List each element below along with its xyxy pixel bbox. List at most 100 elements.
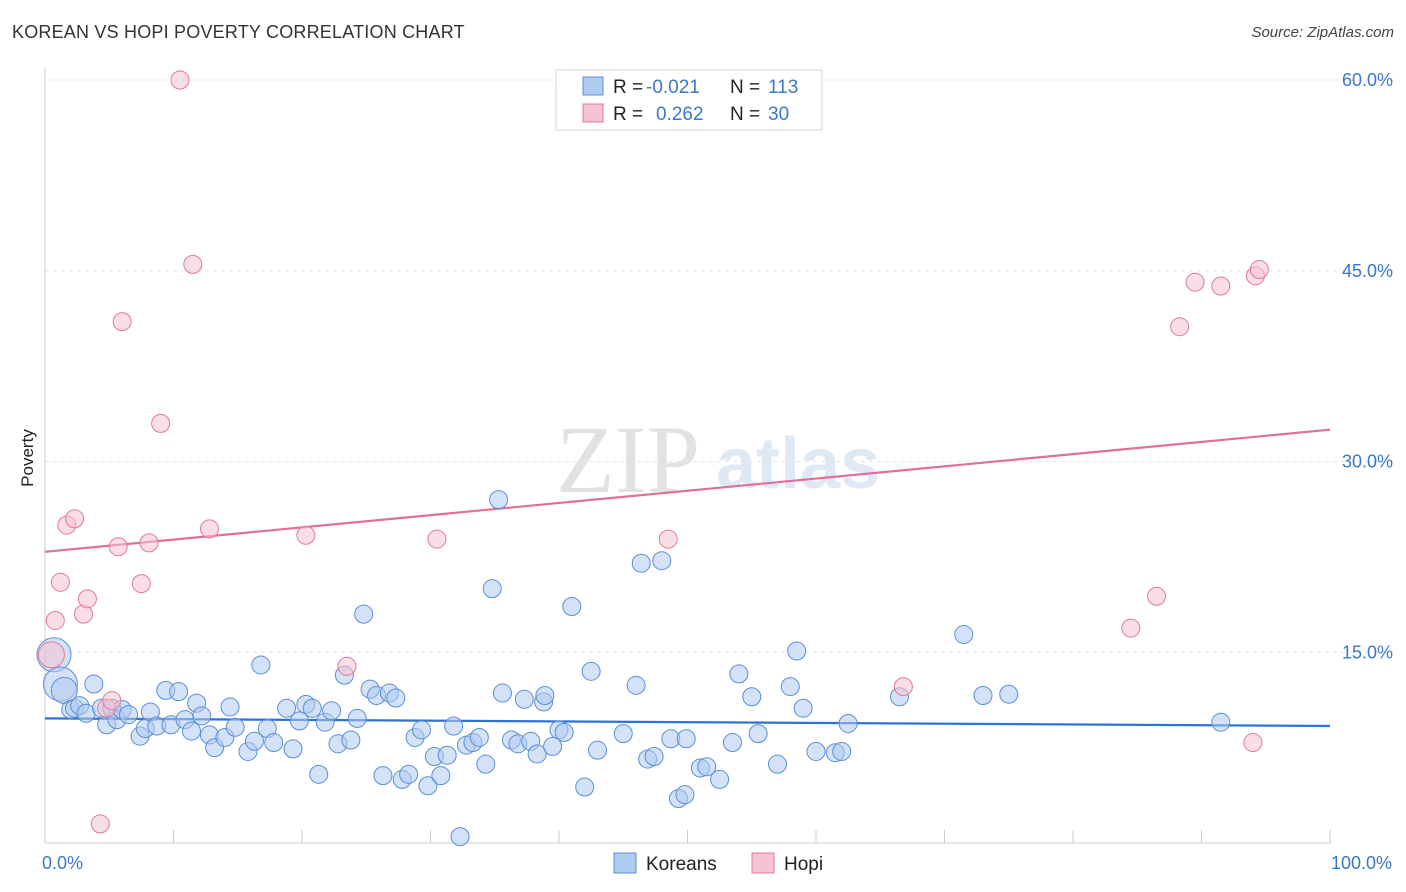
point-koreans [581,661,601,681]
legend-n-value-hopi: 30 [768,104,789,125]
point-hopi [102,691,122,711]
point-koreans [748,724,768,744]
y-tick-label: 30.0% [1342,452,1393,472]
point-koreans [289,711,309,731]
point-hopi [1211,276,1231,296]
point-koreans [492,683,512,703]
point-koreans [644,747,664,767]
legend-n-label-koreans: N = [730,77,760,98]
point-hopi [427,529,447,549]
point-koreans [780,677,800,697]
point-koreans [1211,712,1231,732]
point-koreans [543,736,563,756]
point-hopi [50,572,70,592]
point-koreans [787,641,807,661]
legend-bottom: Koreans Hopi [613,852,823,875]
point-koreans [119,705,139,725]
point-koreans [482,579,502,599]
point-koreans [838,713,858,733]
point-hopi [151,413,171,433]
point-koreans [575,777,595,797]
point-koreans [84,674,104,694]
point-koreans [322,701,342,721]
point-koreans [973,685,993,705]
legend-swatch-hopi [582,103,604,123]
y-tick-label: 45.0% [1342,261,1393,281]
point-koreans [431,766,451,786]
point-koreans [527,744,547,764]
point-hopi [1121,618,1141,638]
point-koreans [476,754,496,774]
point-hopi [658,529,678,549]
axes [44,68,1331,844]
point-koreans [535,685,555,705]
point-hopi [893,677,913,697]
x-tick-label: 0.0% [42,853,83,873]
point-koreans [225,717,245,737]
point-koreans [722,733,742,753]
point-koreans [169,682,189,702]
point-hopi [199,519,219,539]
point-hopi [183,254,203,274]
y-tick-label: 15.0% [1342,642,1393,662]
point-hopi [90,814,110,834]
point-koreans [373,766,393,786]
point-koreans [514,689,534,709]
point-hopi [65,509,85,529]
point-koreans [554,722,574,742]
point-koreans [347,708,367,728]
point-hopi [45,610,65,630]
point-koreans [302,698,322,718]
point-hopi [1170,317,1190,337]
point-koreans [181,721,201,741]
point-hopi [296,525,316,545]
point-koreans [742,687,762,707]
point-koreans [588,740,608,760]
point-koreans [264,733,284,753]
point-koreans [251,655,271,675]
point-koreans [767,754,787,774]
legend-bottom-label-koreans: Koreans [646,854,717,875]
point-koreans [954,624,974,644]
point-koreans [469,727,489,747]
point-hopi [1249,259,1269,279]
x-tick-label: 100.0% [1331,853,1392,873]
y-tick-label: 60.0% [1342,70,1393,90]
watermark: ZIP atlas [556,406,880,513]
point-koreans [631,553,651,573]
legend-n-value-koreans: 113 [768,77,798,98]
legend-r-label-hopi: R = [613,104,643,125]
point-koreans [675,785,695,805]
point-hopi [131,574,151,594]
point-koreans [220,697,240,717]
point-koreans [832,741,852,761]
point-koreans [341,730,361,750]
legend-swatch-koreans [582,76,604,96]
point-koreans [244,731,264,751]
trend-line-koreans [44,717,1331,728]
point-koreans [999,684,1019,704]
point-koreans [562,596,582,616]
point-hopi [1147,586,1167,606]
data-points [36,70,1269,847]
legend-r-label-koreans: R = [613,77,643,98]
watermark-atlas: atlas [716,424,880,504]
point-koreans [399,764,419,784]
point-hopi [1185,272,1205,292]
point-hopi [37,641,65,669]
y-axis-label: Poverty [18,429,37,487]
tick-labels: 15.0% 30.0% 45.0% 60.0% 0.0% 100.0% [42,70,1393,873]
grid-lines [45,79,1395,653]
point-koreans [444,716,464,736]
watermark-zip: ZIP [556,406,700,513]
point-koreans [613,724,633,744]
point-koreans [386,688,406,708]
legend-bottom-label-hopi: Hopi [784,854,823,875]
point-koreans [806,741,826,761]
point-koreans [309,764,329,784]
point-koreans [283,739,303,759]
point-koreans [697,757,717,777]
point-hopi [1243,733,1263,753]
legend-bottom-swatch-hopi [751,852,775,874]
